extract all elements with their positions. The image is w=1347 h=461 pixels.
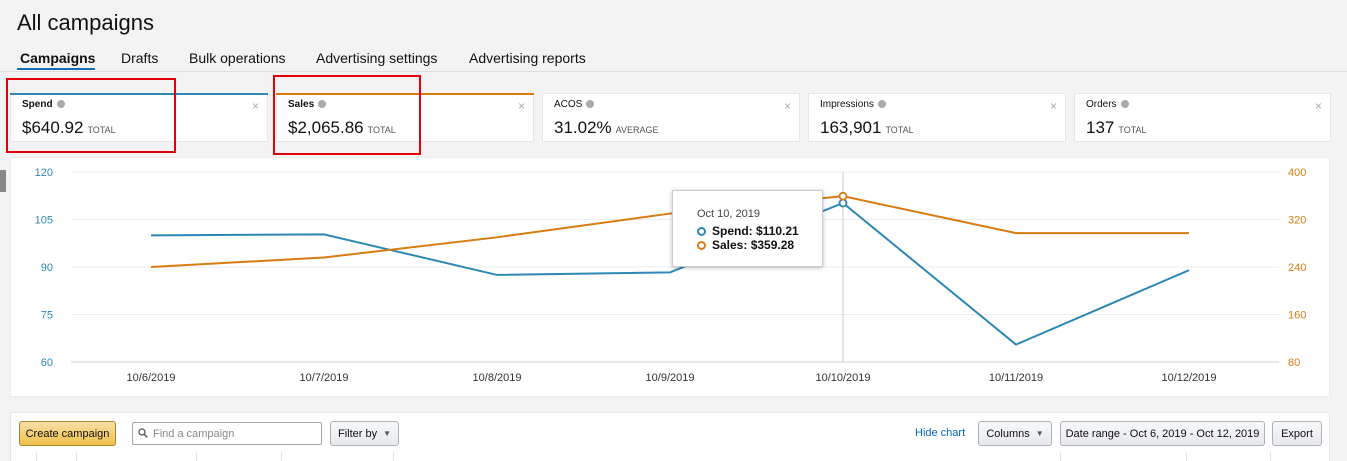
metric-value: $2,065.86 [288, 118, 364, 137]
metric-unit: TOTAL [367, 125, 396, 135]
series-dot-icon [697, 227, 706, 236]
table-column-divider [393, 452, 394, 461]
filter-by-label: Filter by [337, 427, 378, 440]
campaign-search[interactable] [132, 422, 322, 445]
x-tick-label: 10/10/2019 [815, 372, 870, 384]
metric-value: 137 [1086, 118, 1115, 137]
metric-color-bar [10, 93, 268, 95]
metric-value: 163,901 [820, 118, 882, 137]
create-campaign-button[interactable]: Create campaign [19, 421, 116, 446]
page-title: All campaigns [17, 10, 154, 35]
search-icon [138, 428, 148, 438]
search-input[interactable] [153, 426, 313, 441]
tooltip-sales-text: Sales: $359.28 [712, 238, 795, 252]
x-tick-label: 10/9/2019 [646, 372, 695, 384]
x-tick-label: 10/8/2019 [473, 372, 522, 384]
table-column-divider [281, 452, 282, 461]
line-chart: 120 105 90 75 60 400 320 240 160 80 10/6/2019 10/7/… [35, 167, 1307, 384]
info-icon[interactable] [877, 100, 886, 108]
metric-card-acos[interactable]: ACOS 31.02% AVERAGE × [542, 93, 800, 142]
columns-label: Columns [986, 427, 1030, 440]
y-left-tick-label: 90 [41, 262, 53, 274]
metric-label: ACOS [554, 99, 583, 110]
metric-unit: TOTAL [1118, 125, 1147, 135]
info-icon[interactable] [56, 100, 65, 108]
tooltip-spend-row: Spend: $110.21 [697, 224, 799, 238]
date-range-button[interactable]: Date range - Oct 6, 2019 - Oct 12, 2019 [1060, 421, 1265, 446]
chevron-down-icon: ▼ [1035, 429, 1044, 438]
table-column-divider [1060, 452, 1061, 461]
y-left-tick-label: 60 [41, 357, 53, 369]
info-icon[interactable] [586, 100, 595, 108]
y-left-tick-label: 120 [35, 167, 53, 179]
metric-color-bar [276, 93, 534, 95]
metric-label: Orders [1086, 99, 1117, 110]
metric-card-spend[interactable]: Spend $640.92 TOTAL × [10, 93, 268, 142]
y-right-tick-label: 320 [1288, 215, 1306, 227]
metric-label: Spend [22, 99, 53, 110]
table-column-divider [1270, 452, 1271, 461]
close-icon[interactable]: × [251, 99, 259, 113]
table-column-divider [1186, 452, 1187, 461]
close-icon[interactable]: × [517, 99, 525, 113]
chart-panel: 120 105 90 75 60 400 320 240 160 80 10/6/2019 10/7/… [10, 157, 1330, 397]
metric-card-impressions[interactable]: Impressions 163,901 TOTAL × [808, 93, 1066, 142]
info-icon[interactable] [318, 100, 327, 108]
close-icon[interactable]: × [783, 99, 791, 113]
tab-campaigns[interactable]: Campaigns [20, 50, 96, 66]
table-column-divider [196, 452, 197, 461]
columns-button[interactable]: Columns ▼ [978, 421, 1052, 446]
highlight-point-sales [838, 191, 848, 201]
highlight-box-spend [6, 78, 176, 153]
filter-by-button[interactable]: Filter by ▼ [330, 421, 399, 446]
x-tick-label: 10/11/2019 [989, 372, 1043, 384]
metric-unit: AVERAGE [615, 125, 659, 135]
tooltip-spend-text: Spend: $110.21 [712, 224, 799, 238]
metric-label: Sales [288, 99, 315, 110]
export-button[interactable]: Export [1272, 421, 1322, 446]
y-right-tick-label: 160 [1288, 310, 1306, 322]
y-right-tick-label: 240 [1288, 262, 1306, 274]
close-icon[interactable]: × [1314, 99, 1322, 113]
tab-advertising-reports[interactable]: Advertising reports [469, 50, 586, 66]
metric-value: $640.92 [22, 118, 84, 137]
tab-drafts[interactable]: Drafts [121, 50, 159, 66]
series-line-sales [150, 195, 1189, 268]
info-icon[interactable] [1120, 100, 1129, 108]
hide-chart-link[interactable]: Hide chart [915, 427, 966, 439]
tab-bar: Campaigns Drafts Bulk operations Adverti… [0, 44, 1347, 72]
tooltip-date: Oct 10, 2019 [697, 208, 760, 220]
y-left-tick-label: 105 [35, 215, 53, 227]
series-line-spend [150, 201, 1190, 346]
metric-label: Impressions [820, 99, 874, 110]
chevron-down-icon: ▼ [383, 429, 392, 438]
highlight-box-sales [273, 75, 421, 155]
y-right-tick-label: 400 [1288, 167, 1306, 179]
metric-value: 31.02% [554, 118, 612, 137]
tab-advertising-settings[interactable]: Advertising settings [316, 50, 438, 66]
table-column-divider [36, 452, 37, 461]
table-column-divider [76, 452, 77, 461]
chart-tooltip: Oct 10, 2019 Spend: $110.21 Sales: $359.… [672, 190, 823, 267]
series-dot-icon [697, 241, 706, 250]
active-tab-underline [17, 68, 95, 70]
metric-card-sales[interactable]: Sales $2,065.86 TOTAL × [276, 93, 534, 142]
y-right-tick-label: 80 [1288, 357, 1300, 369]
tooltip-sales-row: Sales: $359.28 [697, 238, 794, 252]
close-icon[interactable]: × [1049, 99, 1057, 113]
x-tick-label: 10/7/2019 [300, 372, 349, 384]
y-left-tick-label: 75 [41, 310, 53, 322]
metric-card-orders[interactable]: Orders 137 TOTAL × [1074, 93, 1331, 142]
collapse-handle[interactable] [0, 170, 6, 192]
tab-bulk-operations[interactable]: Bulk operations [189, 50, 286, 66]
metric-unit: TOTAL [87, 125, 116, 135]
metric-unit: TOTAL [885, 125, 914, 135]
x-tick-label: 10/6/2019 [127, 372, 176, 384]
x-tick-label: 10/12/2019 [1161, 372, 1216, 384]
